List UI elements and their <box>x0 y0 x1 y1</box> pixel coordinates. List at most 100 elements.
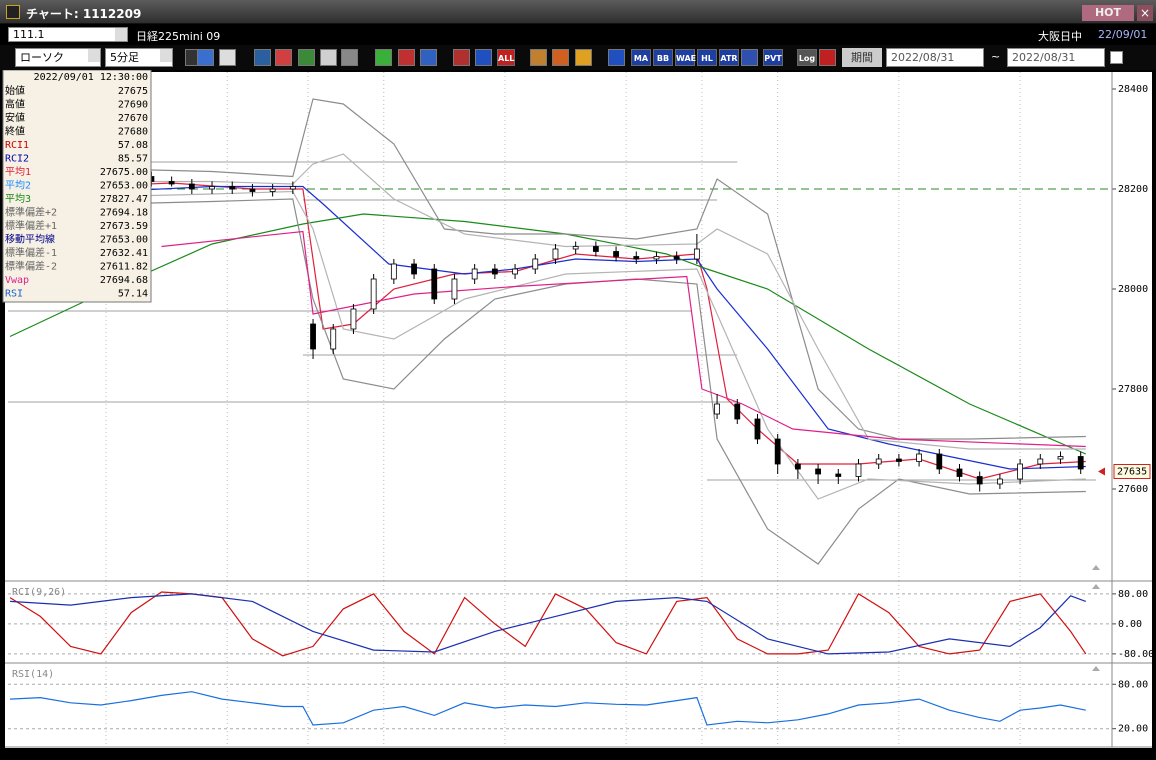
info-datetime: 2022/09/01 12:30:00 <box>34 72 148 83</box>
candle-body <box>370 278 377 310</box>
toolbar-icon[interactable] <box>475 49 492 66</box>
y-tick-label: 28000 <box>1118 284 1148 295</box>
toolbar-button[interactable]: MA <box>631 49 651 66</box>
toolbar-icon[interactable] <box>608 49 625 66</box>
chart-type-select[interactable]: ローソク <box>15 48 101 67</box>
indicator-line <box>9 153 1086 450</box>
toolbar-button[interactable]: ALL <box>497 49 515 66</box>
candle-body <box>572 246 579 250</box>
candle-body <box>976 476 983 485</box>
x-tick-label: 12 <box>499 750 511 760</box>
y-tick-label: 28200 <box>1118 184 1148 195</box>
info-value: 27611.82 <box>100 262 148 273</box>
info-label: RSI <box>5 289 23 300</box>
toolbar-icon[interactable] <box>219 49 236 66</box>
candle-body <box>1077 456 1084 470</box>
candle-body <box>431 268 438 300</box>
last-price-box <box>1113 464 1151 479</box>
app-icon <box>6 5 20 19</box>
candle-body <box>1017 463 1024 480</box>
info-value: 27632.41 <box>100 248 148 259</box>
last-price-label: 27635 <box>1117 467 1147 478</box>
candle-body <box>350 308 357 330</box>
toolbar-icon[interactable] <box>341 49 358 66</box>
toolbar-icon[interactable] <box>819 49 836 66</box>
indicator-line <box>9 185 1086 470</box>
scroll-up <box>1092 565 1100 570</box>
candle-body <box>188 183 195 190</box>
close-button[interactable]: × <box>1137 5 1153 21</box>
y-tick-label: 28400 <box>1118 84 1148 95</box>
toolbar-icon[interactable] <box>741 49 758 66</box>
indicator-line <box>9 182 1086 480</box>
toolbar-icon[interactable] <box>453 49 470 66</box>
toolbar-button[interactable]: PVT <box>763 49 783 66</box>
candle-body <box>956 468 963 477</box>
info-value: 27694.18 <box>100 208 148 219</box>
toolbar-icon[interactable] <box>254 49 271 66</box>
period-button[interactable]: 期間 <box>842 48 882 67</box>
toolbar-button[interactable]: BB <box>653 49 673 66</box>
checkbox[interactable] <box>1110 51 1123 64</box>
info-panel-background <box>2 69 152 303</box>
dropdown-arrow[interactable] <box>115 28 127 41</box>
info-value: 27827.47 <box>100 194 148 205</box>
candle-body <box>855 463 862 477</box>
code-input[interactable]: 111.1 <box>8 27 128 42</box>
candle-body <box>1037 458 1044 465</box>
info-value: 85.57 <box>118 154 148 165</box>
toolbar-icon[interactable] <box>575 49 592 66</box>
info-value: 27673.59 <box>100 221 148 232</box>
date-from[interactable]: 2022/08/31 <box>886 48 984 67</box>
toolbar-button[interactable]: WAE <box>675 49 696 66</box>
toolbar-button[interactable]: HL <box>697 49 717 66</box>
info-label: 平均1 <box>5 165 31 178</box>
candle-body <box>269 188 276 192</box>
dropdown-arrow[interactable] <box>160 49 172 62</box>
toolbar-icon[interactable] <box>197 49 214 66</box>
y-tick-label: 20.00 <box>1118 724 1148 735</box>
toolbar-button[interactable]: Log <box>797 49 817 66</box>
info-value: 27653.00 <box>100 235 148 246</box>
candle-body <box>693 248 700 260</box>
toolbar-button[interactable]: ATR <box>719 49 739 66</box>
candle-body <box>936 453 943 470</box>
dropdown-arrow[interactable] <box>88 49 100 62</box>
info-value: 27694.68 <box>100 275 148 286</box>
toolbar-icon[interactable] <box>398 49 415 66</box>
candle-body <box>835 473 842 477</box>
session: 大阪日中 <box>1038 30 1082 43</box>
date-to[interactable]: 2022/08/31 <box>1007 48 1105 67</box>
hot-button[interactable]: HOT <box>1082 5 1134 21</box>
x-tick-label: 10 <box>772 750 784 760</box>
candle-body <box>592 246 599 252</box>
toolbar-icon[interactable] <box>320 49 337 66</box>
info-value: 27690 <box>118 100 148 111</box>
scroll-up <box>1092 584 1100 589</box>
candle-body <box>653 256 660 260</box>
y-tick-label: 80.00 <box>1118 679 1148 690</box>
candle-body <box>794 463 801 470</box>
candle-body <box>1057 456 1064 460</box>
info-label: 標準偏差-2 <box>5 260 57 273</box>
toolbar-icon[interactable] <box>530 49 547 66</box>
toolbar-icon[interactable] <box>275 49 292 66</box>
date-to-text: 2022/08/31 <box>1012 51 1076 64</box>
info-value: 57.08 <box>118 140 148 151</box>
toolbar-icon[interactable] <box>552 49 569 66</box>
info-value: 27653.00 <box>100 181 148 192</box>
toolbar-icon[interactable] <box>420 49 437 66</box>
candle-body <box>997 478 1003 485</box>
toolbar-icon[interactable] <box>298 49 315 66</box>
candle-body <box>209 186 215 190</box>
candle-body <box>895 458 902 462</box>
info-label: 平均2 <box>5 179 31 192</box>
interval: 5分足 <box>110 51 139 64</box>
info-label: 始値 <box>5 84 25 97</box>
candle-body <box>289 186 296 190</box>
indicator-line <box>9 593 1087 655</box>
toolbar-icon[interactable] <box>375 49 392 66</box>
info-label: RCI2 <box>5 154 29 165</box>
interval-select[interactable]: 5分足 <box>105 48 173 67</box>
